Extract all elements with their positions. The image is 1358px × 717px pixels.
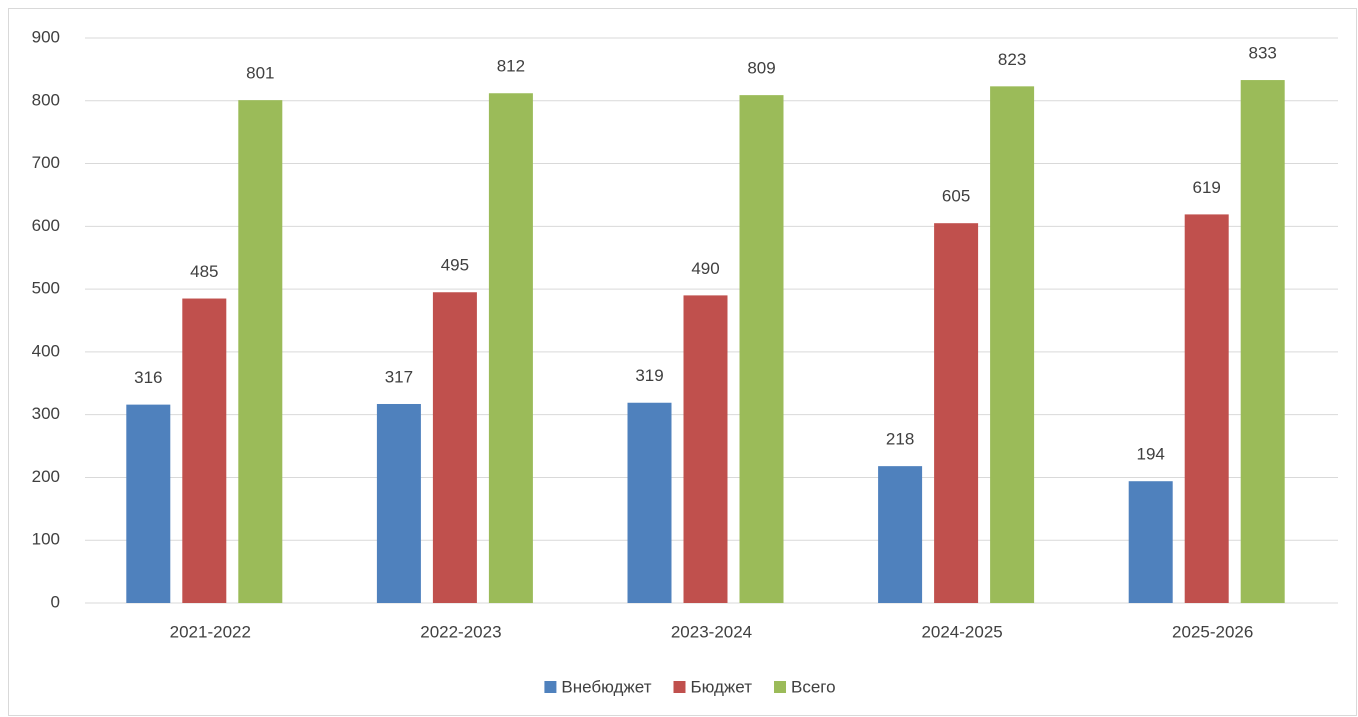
data-label: 801 (246, 64, 274, 83)
y-tick-label: 800 (32, 90, 60, 109)
data-label: 317 (385, 367, 413, 386)
x-tick-label: 2022-2023 (420, 622, 501, 641)
x-tick-label: 2023-2024 (671, 622, 752, 641)
data-label: 485 (190, 262, 218, 281)
data-label: 833 (1249, 44, 1277, 63)
legend-label: Бюджет (690, 677, 752, 696)
data-label: 495 (441, 256, 469, 275)
y-tick-label: 900 (32, 27, 60, 46)
bar (934, 223, 979, 603)
data-label: 194 (1137, 445, 1165, 464)
y-tick-label: 700 (32, 153, 60, 172)
y-tick-label: 0 (51, 592, 60, 611)
legend-label: Внебюджет (561, 677, 651, 696)
bar (1128, 481, 1173, 603)
bar (878, 466, 923, 603)
data-label: 316 (134, 368, 162, 387)
bar (1184, 214, 1229, 603)
bar (739, 95, 784, 603)
data-label: 619 (1193, 178, 1221, 197)
x-tick-label: 2021-2022 (170, 622, 251, 641)
bar (376, 403, 421, 603)
bar (683, 295, 728, 603)
bar (182, 298, 227, 603)
y-tick-label: 200 (32, 467, 60, 486)
x-tick-label: 2025-2026 (1172, 622, 1253, 641)
y-tick-label: 300 (32, 404, 60, 423)
data-label: 823 (998, 50, 1026, 69)
legend-swatch (774, 681, 787, 693)
data-label: 490 (691, 259, 719, 278)
legend-swatch (544, 681, 557, 693)
bar (488, 93, 533, 603)
y-tick-label: 500 (32, 279, 60, 298)
y-tick-label: 600 (32, 216, 60, 235)
bar (126, 404, 171, 603)
y-tick-label: 100 (32, 530, 60, 549)
bar (1240, 80, 1285, 604)
data-label: 319 (635, 366, 663, 385)
x-tick-label: 2024-2025 (921, 622, 1002, 641)
legend-label: Всего (791, 677, 836, 696)
bar (238, 100, 283, 604)
legend-swatch (673, 681, 686, 693)
data-label: 809 (747, 59, 775, 78)
bar (990, 86, 1035, 604)
bar (432, 292, 477, 603)
data-label: 218 (886, 430, 914, 449)
bar (627, 402, 672, 603)
data-label: 812 (497, 57, 525, 76)
data-label: 605 (942, 187, 970, 206)
y-tick-label: 400 (32, 341, 60, 360)
